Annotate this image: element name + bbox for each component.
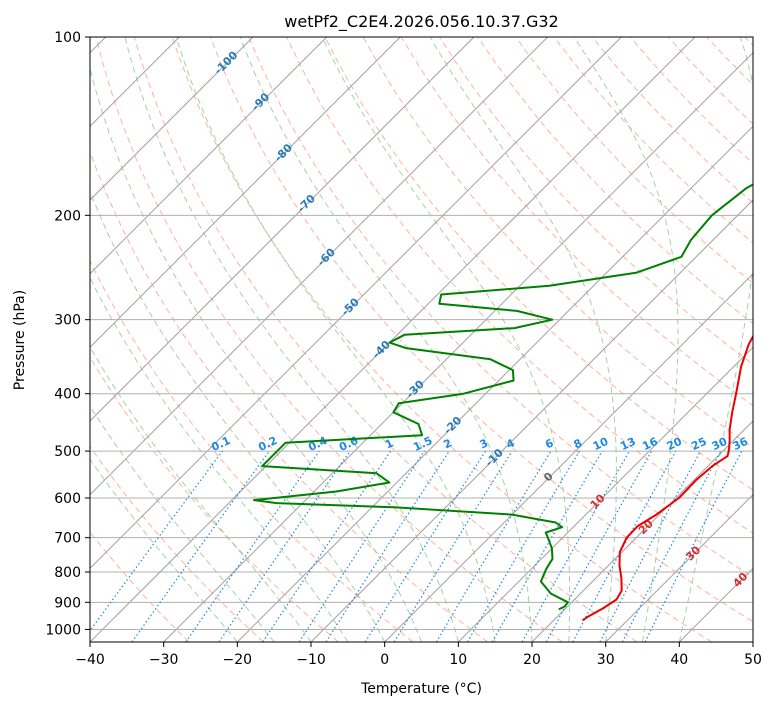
y-tick-label: 200 [54, 208, 81, 224]
x-axis-label: Temperature (°C) [360, 681, 482, 697]
y-axis-label: Pressure (hPa) [12, 290, 28, 390]
x-tick-label: 40 [670, 652, 688, 668]
y-tick-label: 100 [54, 30, 81, 46]
y-tick-label: 600 [54, 491, 81, 507]
y-tick-label: 800 [54, 565, 81, 581]
y-tick-label: 700 [54, 531, 81, 547]
x-tick-label: −30 [149, 652, 179, 668]
chart-title: wetPf2_C2E4.2026.056.10.37.G32 [284, 12, 558, 32]
y-tick-label: 400 [54, 387, 81, 403]
x-tick-label: 0 [380, 652, 389, 668]
x-tick-label: −10 [296, 652, 326, 668]
y-tick-label: 500 [54, 444, 81, 460]
x-tick-label: 20 [523, 652, 541, 668]
y-tick-label: 300 [54, 313, 81, 329]
y-tick-label: 1000 [45, 622, 81, 638]
x-tick-label: 50 [744, 652, 762, 668]
x-tick-label: 30 [597, 652, 615, 668]
x-tick-label: −20 [223, 652, 253, 668]
x-tick-label: 10 [449, 652, 467, 668]
x-tick-label: −40 [75, 652, 105, 668]
y-tick-label: 900 [54, 595, 81, 611]
